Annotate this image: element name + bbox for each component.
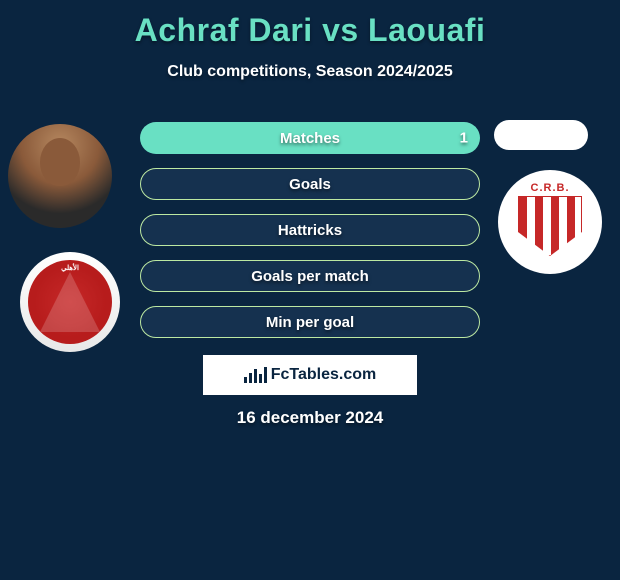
club-left-label: الأهلي [61, 264, 79, 272]
stat-bar: Hattricks [140, 214, 480, 246]
bars-icon [244, 367, 267, 383]
stat-row-goals: Goals [140, 168, 480, 200]
club-right-badge: C.R.B. [498, 170, 602, 274]
stat-label: Min per goal [266, 314, 354, 331]
player-left-photo [8, 124, 112, 228]
stat-label: Goals per match [251, 268, 369, 285]
stat-label: Goals [289, 176, 331, 193]
stat-row-matches: Matches 1 [140, 122, 480, 154]
stat-bar: Min per goal [140, 306, 480, 338]
stat-row-mpg: Min per goal [140, 306, 480, 338]
club-right-label: C.R.B. [512, 182, 588, 194]
stat-label: Hattricks [278, 222, 342, 239]
avatar [8, 124, 112, 228]
club-left-badge: الأهلي [20, 252, 120, 352]
subtitle: Club competitions, Season 2024/2025 [0, 63, 620, 81]
stat-value-right: 1 [460, 130, 468, 147]
stat-bar: Goals [140, 168, 480, 200]
stat-row-hattricks: Hattricks [140, 214, 480, 246]
shield-icon [518, 196, 582, 256]
stat-label: Matches [280, 130, 340, 147]
brand-badge: FcTables.com [202, 354, 418, 396]
stat-bar: Goals per match [140, 260, 480, 292]
player-right-placeholder [494, 120, 588, 150]
date-label: 16 december 2024 [0, 408, 620, 428]
brand-label: FcTables.com [271, 366, 377, 384]
stats-list: Matches 1 Goals Hattricks Goals per matc… [140, 122, 480, 352]
page-title: Achraf Dari vs Laouafi [0, 0, 620, 49]
stat-row-gpm: Goals per match [140, 260, 480, 292]
stat-bar: Matches 1 [140, 122, 480, 154]
